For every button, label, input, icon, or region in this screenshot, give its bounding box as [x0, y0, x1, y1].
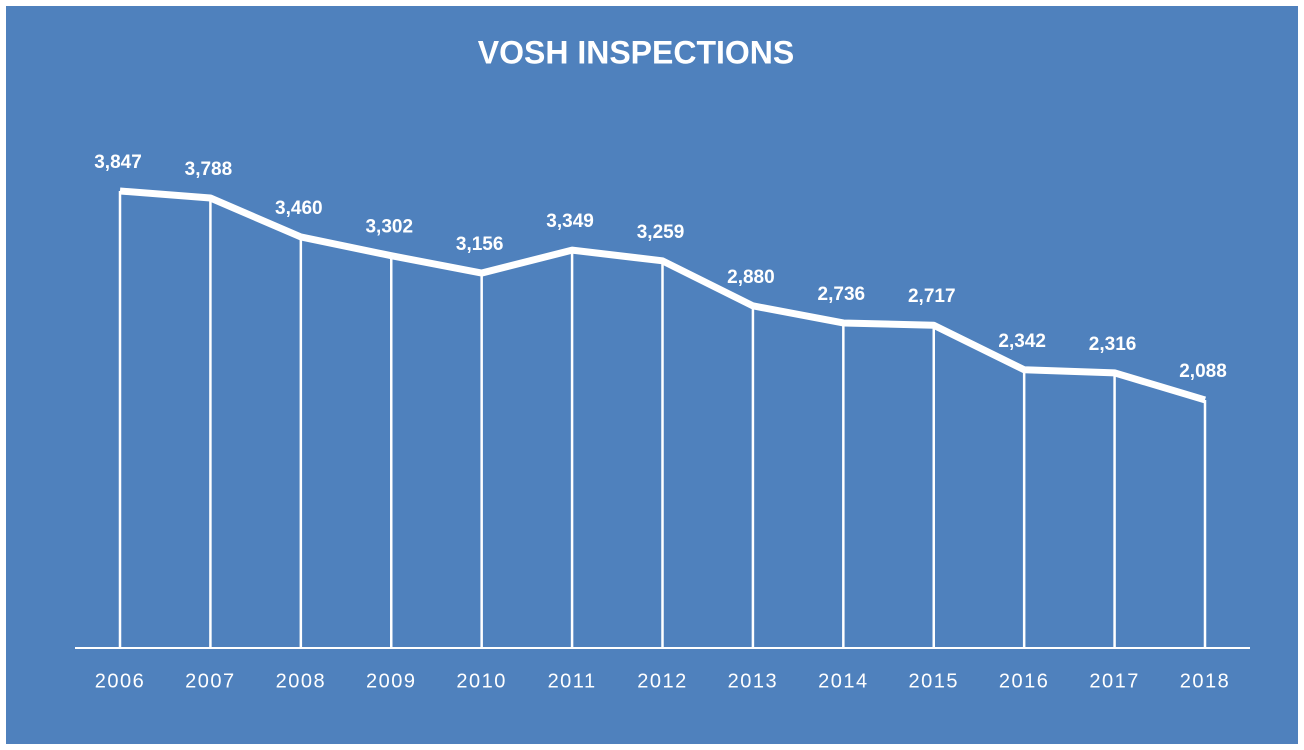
x-tick-label: 2009 — [366, 670, 417, 692]
x-tick-label: 2015 — [909, 670, 960, 692]
x-tick-label: 2018 — [1180, 670, 1231, 692]
x-tick-label: 2017 — [1089, 670, 1140, 692]
data-label: 2,717 — [908, 286, 956, 307]
data-label: 2,342 — [998, 331, 1046, 352]
data-label: 2,088 — [1179, 361, 1227, 382]
data-line — [119, 187, 1207, 404]
data-label: 3,460 — [275, 198, 323, 219]
data-label: 3,259 — [637, 222, 685, 243]
data-label: 3,788 — [185, 159, 233, 180]
x-tick-label: 2013 — [728, 670, 779, 692]
chart-title: VOSH INSPECTIONS — [478, 34, 795, 70]
x-tick-label: 2014 — [818, 670, 869, 692]
data-label: 3,156 — [456, 234, 504, 255]
x-tick-label: 2008 — [276, 670, 327, 692]
x-tick-label: 2010 — [456, 670, 507, 692]
x-tick-label: 2011 — [548, 670, 597, 692]
data-label: 3,302 — [365, 217, 413, 238]
x-tick-label: 2006 — [95, 670, 146, 692]
x-tick-label: 2007 — [185, 670, 236, 692]
data-label: 2,736 — [818, 284, 866, 305]
x-tick-label: 2012 — [637, 670, 688, 692]
data-label: 2,880 — [727, 267, 775, 288]
data-label: 3,847 — [94, 152, 142, 173]
data-label: 2,316 — [1089, 334, 1137, 355]
x-tick-label: 2016 — [999, 670, 1050, 692]
data-label: 3,349 — [546, 211, 594, 232]
